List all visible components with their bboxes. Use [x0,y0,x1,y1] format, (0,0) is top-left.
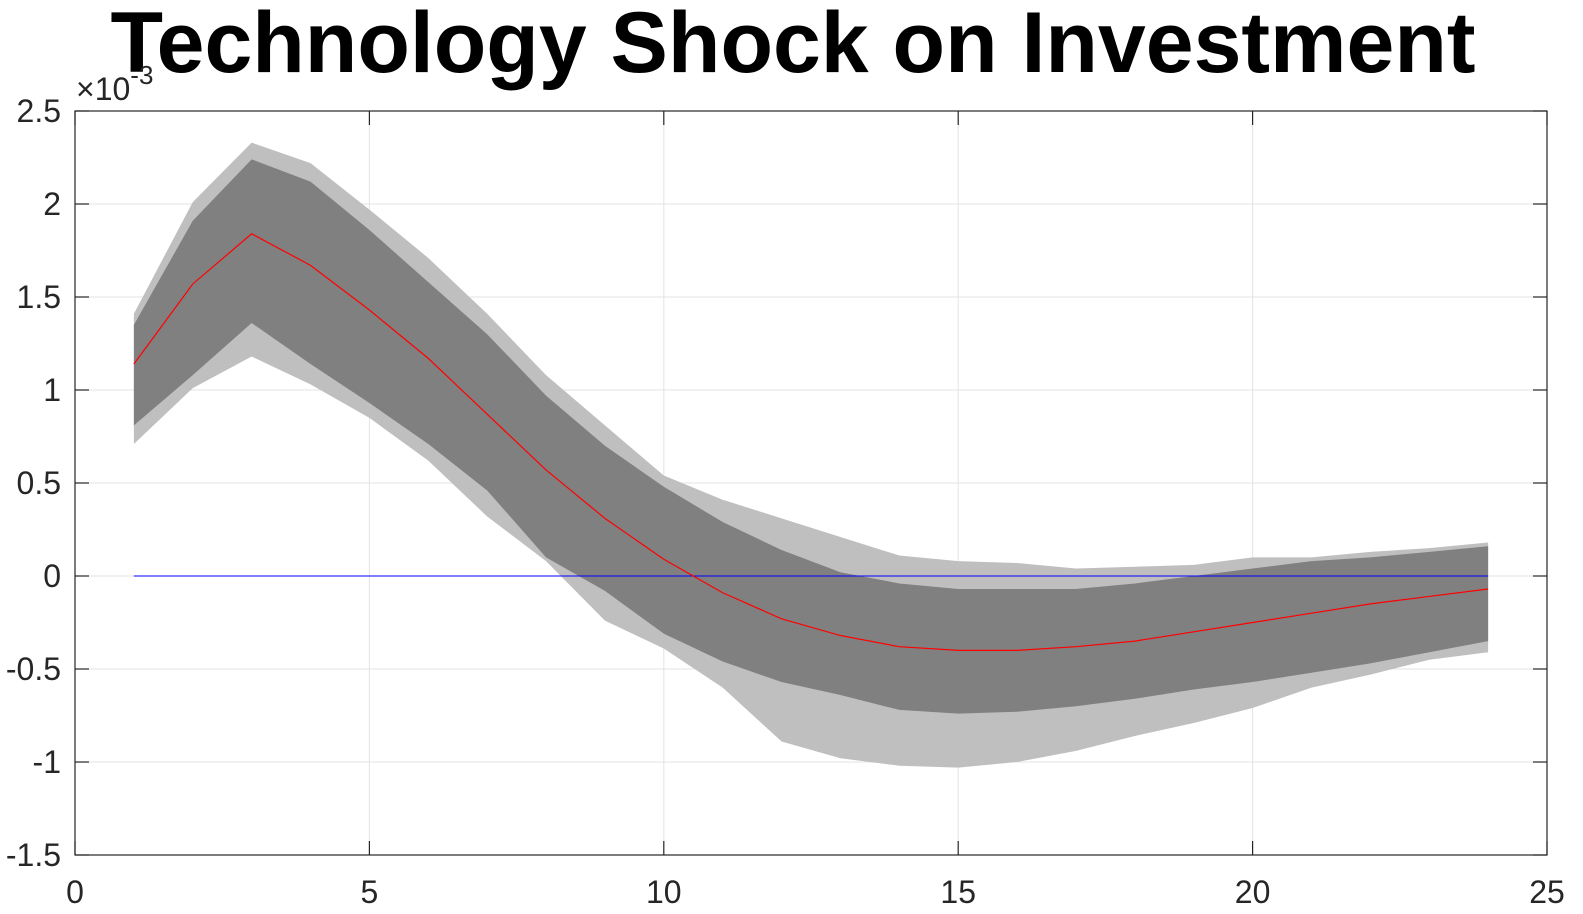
y-tick-label-2: -0.5 [6,651,61,687]
y-tick-label-5: 1 [43,372,61,408]
chart-title: Technology Shock on Investment [110,0,1475,91]
x-tick-label-1: 5 [361,874,379,910]
y-tick-label-1: -1 [33,744,61,780]
x-tick-label-3: 15 [940,874,976,910]
y-tick-label-6: 1.5 [17,279,61,315]
x-tick-label-4: 20 [1235,874,1271,910]
y-tick-label-7: 2 [43,186,61,222]
inner-band [133,159,1489,714]
ticks: 0 5 10 15 20 25 -1.5 -1 -0.5 0 0.5 1 1.5 2 2.5 [6,93,1565,910]
x-tick-label-2: 10 [646,874,682,910]
x-tick-label-5: 25 [1529,874,1565,910]
y-axis-multiplier-base: ×10 [76,71,130,107]
plot-area [133,142,1489,768]
median-line [133,233,1489,651]
y-tick-label-4: 0.5 [17,465,61,501]
y-tick-label-3: 0 [43,558,61,594]
x-tick-label-0: 0 [66,874,84,910]
y-axis-multiplier-exponent: -3 [130,60,153,90]
y-tick-label-0: -1.5 [6,837,61,873]
y-tick-label-8: 2.5 [17,93,61,129]
y-axis-multiplier: ×10-3 [76,60,153,107]
